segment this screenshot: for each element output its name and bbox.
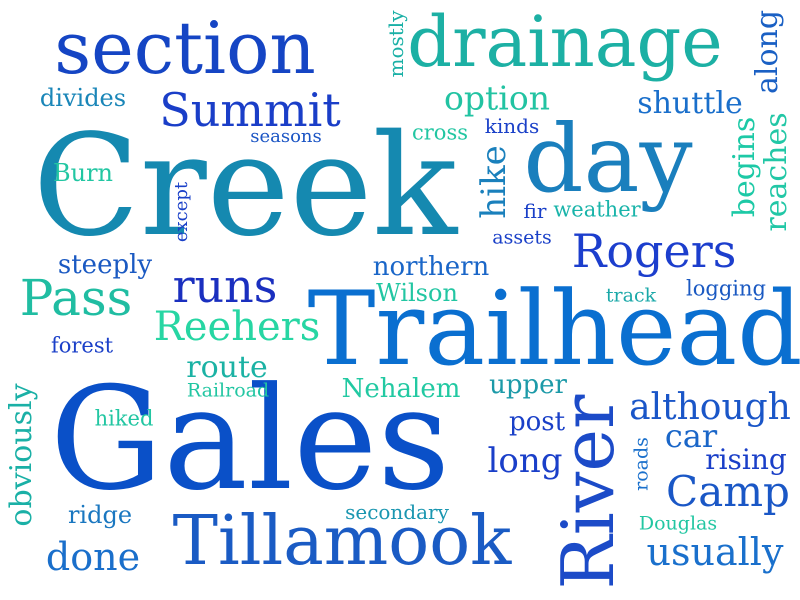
word-along: along (750, 9, 785, 95)
word-although: although (629, 387, 791, 428)
word-route: route (186, 350, 268, 385)
word-reehers: Reehers (153, 304, 321, 350)
word-upper: upper (489, 370, 567, 400)
word-steeply: steeply (57, 250, 153, 280)
word-day: day (523, 105, 693, 214)
word-reaches: reaches (759, 112, 794, 232)
word-hiked: hiked (94, 406, 154, 431)
word-section: section (54, 6, 316, 90)
word-assets: assets (492, 226, 552, 249)
word-post: post (508, 407, 566, 437)
word-creek: Creek (32, 105, 458, 268)
word-rising: rising (705, 443, 787, 476)
word-forest: forest (50, 333, 114, 358)
word-logging: logging (686, 276, 766, 301)
word-fir: fir (523, 199, 547, 223)
word-northern: northern (372, 252, 490, 282)
word-hike: hike (474, 145, 514, 219)
word-usually: usually (646, 530, 784, 574)
word-gales: Gales (49, 357, 451, 522)
word-cross: cross (412, 120, 468, 145)
word-camp: Camp (666, 467, 790, 516)
word-seasons: seasons (250, 126, 322, 147)
word-pass: Pass (19, 269, 133, 327)
word-summit: Summit (159, 83, 341, 137)
word-roads: roads (630, 437, 653, 491)
word-weather: weather (553, 197, 641, 222)
word-begins: begins (727, 116, 762, 218)
word-nehalem: Nehalem (341, 374, 461, 404)
word-tillamook: Tillamook (172, 502, 512, 581)
word-shuttle: shuttle (637, 86, 743, 121)
word-drainage: drainage (407, 1, 723, 83)
word-done: done (45, 535, 141, 579)
word-trailhead: Trailhead (307, 270, 800, 389)
word-except: except (171, 181, 192, 243)
word-mostly: mostly (384, 10, 408, 78)
word-runs: runs (172, 259, 278, 313)
word-wilson: Wilson (376, 279, 458, 307)
word-secondary: secondary (345, 500, 449, 524)
word-option: option (444, 78, 550, 118)
word-douglas: Douglas (638, 512, 718, 535)
word-ridge: ridge (67, 501, 133, 529)
word-divides: divides (39, 84, 127, 112)
word-car: car (664, 417, 718, 455)
word-long: long (487, 441, 563, 481)
word-obviously: obviously (4, 383, 39, 527)
word-rogers: Rogers (571, 224, 737, 278)
word-track: track (605, 284, 657, 307)
word-railroad: Railroad (186, 379, 270, 402)
word-burn: Burn (52, 159, 114, 187)
word-kinds: kinds (484, 114, 540, 138)
